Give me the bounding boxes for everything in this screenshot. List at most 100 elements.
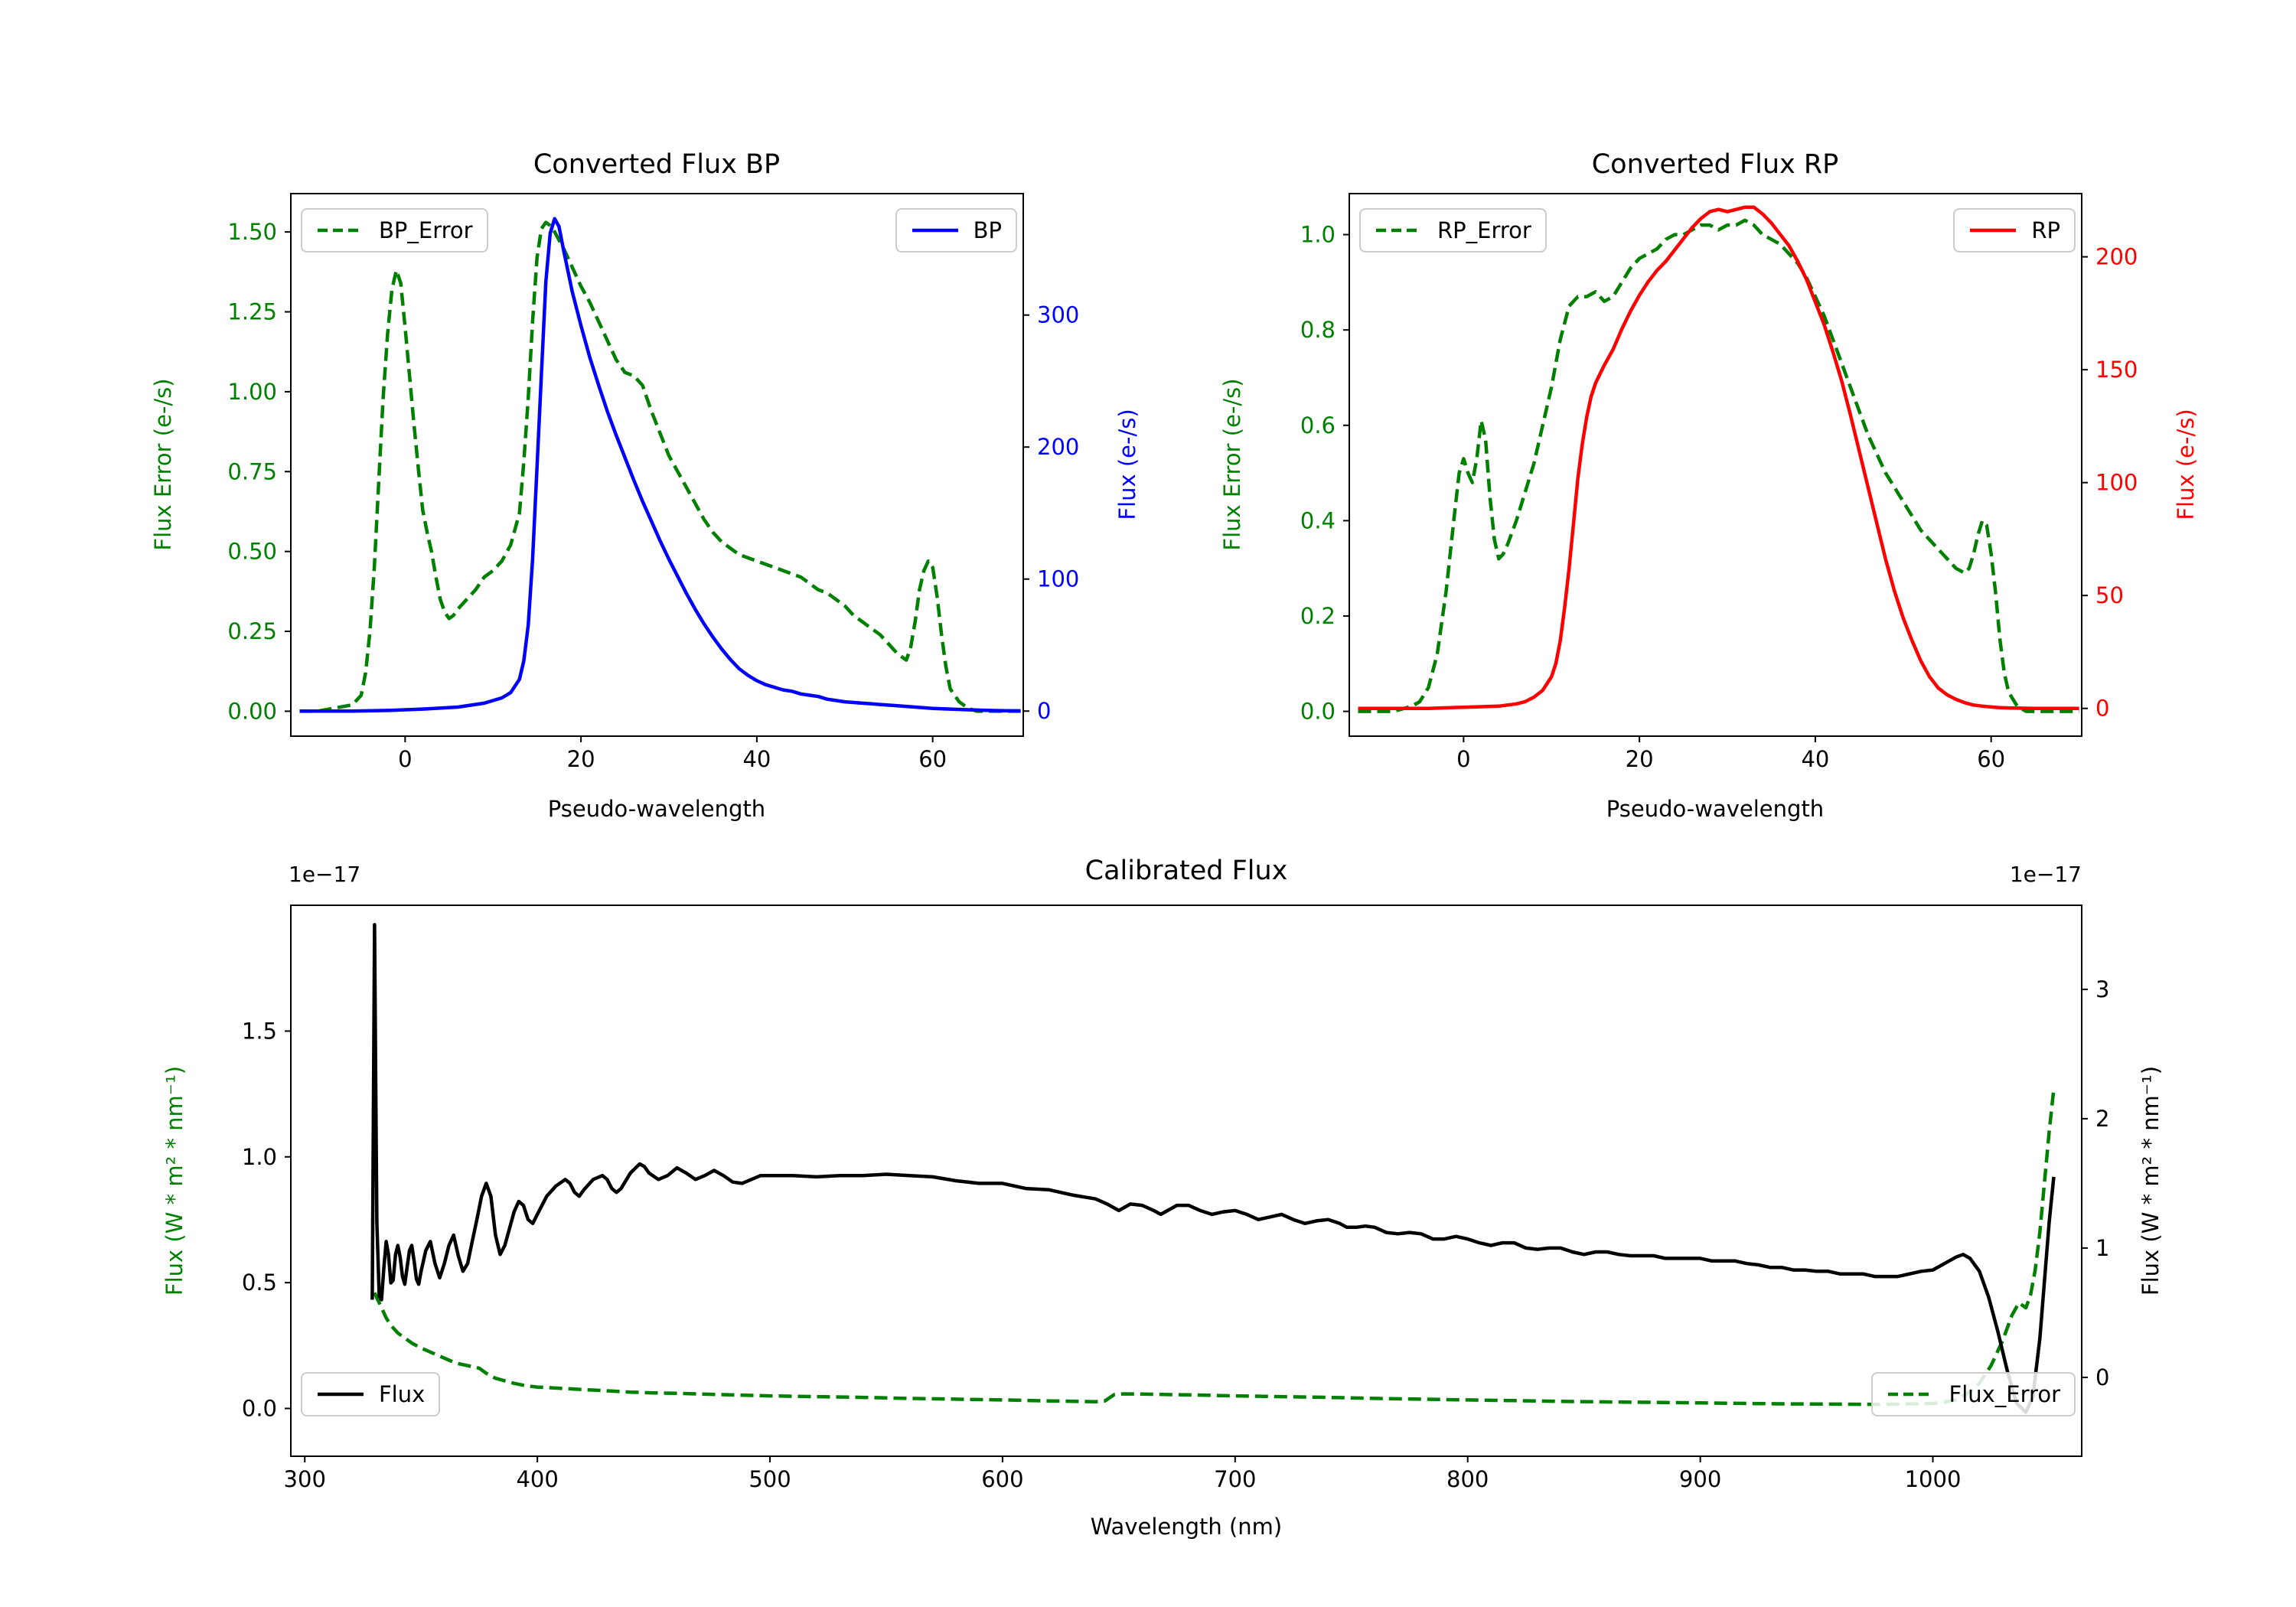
right-y-axis-label-calibrated: Flux (W * m² * nm⁻¹) (2138, 1065, 2164, 1296)
right-tick-label: 0 (1037, 698, 1051, 724)
left-axis-ticks-calibrated: 0.0 0.5 1.0 1.5 (242, 1018, 291, 1422)
left-tick-label: 0.5 (242, 1270, 277, 1296)
x-axis-ticks-rp: 0 20 40 60 (1456, 736, 2005, 772)
series-RP (1358, 205, 2079, 710)
left-tick-label: 1.0 (242, 1144, 277, 1170)
left-tick-label: 1.25 (227, 298, 277, 324)
left-tick-label: 1.5 (242, 1018, 277, 1044)
right-tick-label: 3 (2095, 976, 2109, 1002)
legend-rp: RP (1953, 208, 2076, 253)
flux-error-line-sample (1887, 1392, 1934, 1397)
left-tick-label: 0.25 (227, 618, 277, 644)
legend-rp-error: RP_Error (1359, 208, 1547, 253)
x-tick-label: 0 (398, 746, 412, 772)
legend-label-bp: BP (973, 217, 1002, 243)
x-tick-label: 60 (1977, 746, 2005, 772)
left-tick-label: 0.0 (1300, 699, 1336, 725)
legend-bp: BP (895, 208, 1017, 253)
right-y-axis-label-bp: Flux (e-/s) (1114, 409, 1140, 520)
left-axis-offset-text: 1e−17 (289, 862, 361, 887)
left-tick-label: 0.75 (227, 458, 277, 484)
x-axis-ticks-bp: 0 20 40 60 (398, 736, 947, 772)
right-axis-ticks-rp: 0 50 100 150 200 (2082, 244, 2138, 722)
series-BP (299, 217, 1021, 713)
rp-line-sample (1970, 228, 2017, 233)
left-tick-label: 0.4 (1300, 507, 1336, 533)
legend-bp-error: BP_Error (301, 208, 488, 253)
x-axis-label-rp: Pseudo-wavelength (1606, 796, 1825, 822)
x-tick-label: 500 (748, 1466, 791, 1492)
right-axis-ticks-calibrated: 0 1 2 3 (2082, 976, 2109, 1390)
right-tick-label: 200 (1037, 434, 1079, 460)
legend-label-bp-error: BP_Error (379, 217, 473, 243)
bp-error-line-sample (318, 228, 364, 233)
left-y-axis-label-calibrated: Flux (W * m² * nm⁻¹) (161, 1065, 188, 1296)
x-axis-ticks-calibrated: 300 400 500 600 700 800 900 1000 (284, 1456, 1962, 1492)
plot-border-calibrated (290, 905, 2082, 1457)
legend-label-rp: RP (2031, 217, 2060, 243)
right-y-axis-label-rp: Flux (e-/s) (2173, 409, 2199, 520)
right-tick-label: 300 (1037, 302, 1079, 328)
left-tick-label: 0.2 (1300, 603, 1336, 629)
x-tick-label: 600 (981, 1466, 1023, 1492)
x-tick-label: 700 (1214, 1466, 1256, 1492)
x-axis-label-bp: Pseudo-wavelength (547, 796, 766, 822)
series-RP_Error (1358, 218, 2079, 713)
x-tick-label: 300 (284, 1466, 326, 1492)
left-tick-label: 0.00 (227, 698, 277, 724)
left-tick-label: 1.0 (1300, 222, 1336, 248)
legend-flux-error: Flux_Error (1870, 1372, 2076, 1416)
x-tick-label: 400 (516, 1466, 558, 1492)
x-tick-label: 60 (918, 746, 947, 772)
right-axis-ticks-bp: 0 100 200 300 (1023, 302, 1079, 724)
plot-bp: 0 20 40 60 0.00 0.25 0.50 0.75 1.00 1.25 1.50 0 100 2… (227, 193, 1079, 772)
x-tick-label: 0 (1456, 746, 1470, 772)
x-tick-label: 900 (1679, 1466, 1721, 1492)
legend-label-flux-error: Flux_Error (1949, 1381, 2060, 1407)
bp-line-sample (912, 228, 958, 233)
x-tick-label: 20 (567, 746, 595, 772)
series-Flux_Error (373, 1088, 2056, 1407)
left-tick-label: 1.50 (227, 219, 277, 245)
right-tick-label: 50 (2095, 582, 2124, 608)
plot-calibrated: 300 400 500 600 700 800 900 1000 0.0 0.5 1.0 1.5 0 1 2… (242, 905, 2109, 1492)
plot-border-bp (290, 193, 1024, 737)
chart-title-bp: Converted Flux BP (533, 149, 781, 180)
right-tick-label: 100 (1037, 566, 1079, 592)
left-tick-label: 0.50 (227, 539, 277, 565)
x-tick-label: 1000 (1905, 1466, 1962, 1492)
series-Flux (370, 923, 2056, 1414)
chart-title-rp: Converted Flux RP (1591, 149, 1839, 180)
left-tick-label: 0.6 (1300, 412, 1336, 438)
left-tick-label: 0.8 (1300, 317, 1336, 343)
right-tick-label: 0 (2095, 696, 2109, 722)
x-tick-label: 40 (1801, 746, 1829, 772)
x-tick-label: 40 (742, 746, 771, 772)
legend-label-rp-error: RP_Error (1437, 217, 1531, 243)
flux-line-sample (318, 1392, 364, 1397)
right-tick-label: 100 (2095, 470, 2138, 496)
left-y-axis-label-rp: Flux Error (e-/s) (1219, 378, 1245, 551)
right-tick-label: 1 (2095, 1235, 2109, 1261)
left-tick-label: 1.00 (227, 379, 277, 405)
right-tick-label: 0 (2095, 1364, 2109, 1390)
left-y-axis-label-bp: Flux Error (e-/s) (150, 378, 176, 551)
legend-label-flux: Flux (379, 1381, 426, 1407)
right-tick-label: 2 (2095, 1106, 2109, 1132)
left-axis-ticks-bp: 0.00 0.25 0.50 0.75 1.00 1.25 1.50 (227, 219, 291, 724)
right-tick-label: 150 (2095, 357, 2138, 383)
x-tick-label: 20 (1626, 746, 1654, 772)
x-axis-label-calibrated: Wavelength (nm) (1090, 1514, 1283, 1540)
left-axis-ticks-rp: 0.0 0.2 0.4 0.6 0.8 1.0 (1300, 222, 1349, 725)
legend-flux: Flux (301, 1372, 441, 1416)
right-tick-label: 200 (2095, 244, 2138, 270)
rp-error-line-sample (1376, 228, 1422, 233)
plot-border-rp (1349, 193, 2082, 737)
plot-rp: 0 20 40 60 0.0 0.2 0.4 0.6 0.8 1.0 0 50 100 150 200 (1300, 193, 2138, 772)
series-BP_Error (299, 220, 1021, 713)
x-tick-label: 800 (1446, 1466, 1489, 1492)
right-axis-offset-text: 1e−17 (2009, 862, 2082, 887)
left-tick-label: 0.0 (242, 1396, 277, 1422)
